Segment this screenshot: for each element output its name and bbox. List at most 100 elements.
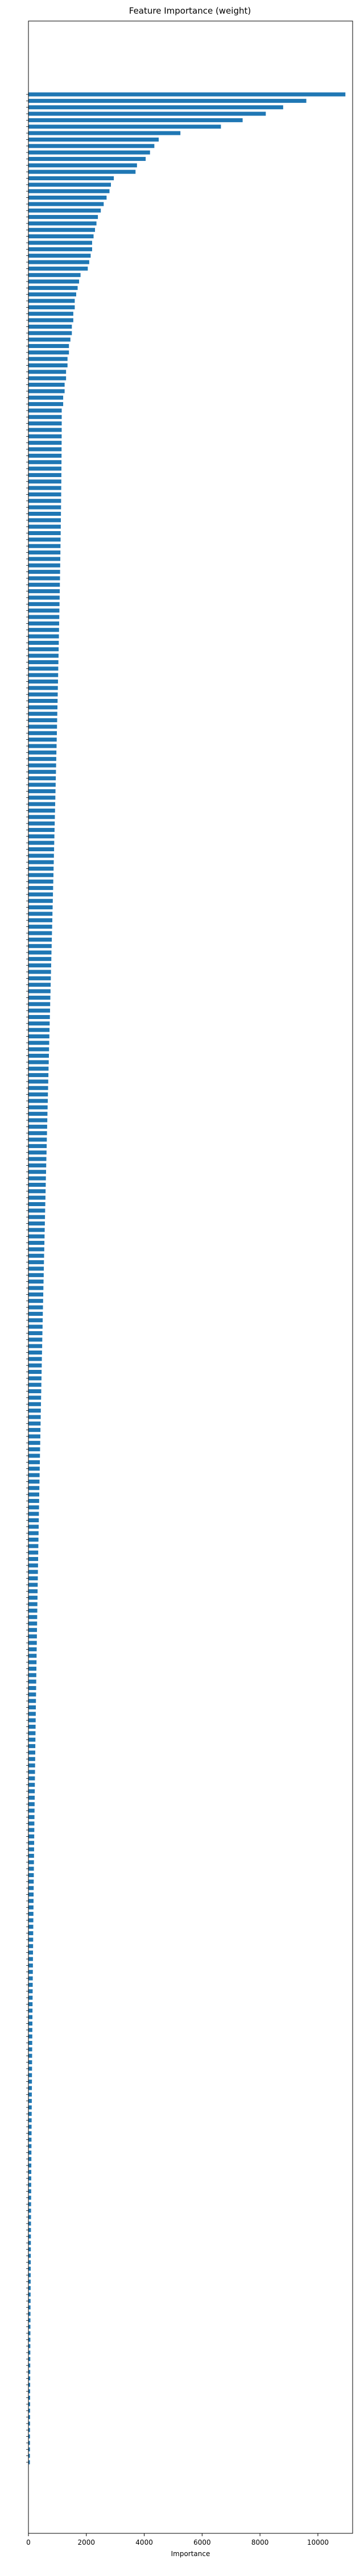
- bar: [28, 1808, 35, 1813]
- bar: [28, 886, 53, 891]
- bar: [28, 2286, 31, 2291]
- bar: [28, 363, 68, 368]
- bar: [28, 460, 62, 465]
- bar: [28, 292, 76, 297]
- bar: [28, 2202, 31, 2206]
- bar: [28, 867, 54, 871]
- x-tick-label: 8000: [251, 2538, 269, 2546]
- bar: [28, 1112, 48, 1116]
- bar: [28, 1912, 34, 1916]
- bar: [28, 918, 52, 922]
- bar: [28, 944, 52, 949]
- bar: [28, 1137, 47, 1142]
- bar: [28, 1725, 36, 1729]
- bar: [28, 1712, 36, 1716]
- bar: [28, 2344, 31, 2349]
- bar: [28, 738, 57, 742]
- bar: [28, 1382, 42, 1387]
- bar: [28, 1079, 48, 1084]
- x-tick-label: 4000: [135, 2538, 153, 2546]
- bar: [28, 1266, 44, 1271]
- bar: [28, 892, 53, 897]
- bar: [28, 1647, 37, 1651]
- bar: [28, 718, 57, 723]
- bar: [28, 1660, 37, 1664]
- x-tick-label: 10000: [307, 2538, 329, 2546]
- bar: [28, 156, 146, 161]
- bar: [28, 2408, 30, 2413]
- bar: [28, 647, 59, 652]
- bar: [28, 2312, 31, 2316]
- bar: [28, 2298, 31, 2303]
- bar: [28, 486, 61, 490]
- bar: [28, 2402, 30, 2407]
- bar: [28, 1937, 34, 1942]
- bar: [28, 1170, 46, 1174]
- bar: [28, 499, 61, 503]
- bar: [28, 1989, 33, 1994]
- bar: [28, 1157, 47, 1161]
- bar: [28, 1737, 36, 1742]
- bar: [28, 189, 110, 193]
- bar: [28, 931, 52, 935]
- bar: [28, 815, 55, 819]
- bar: [28, 1627, 38, 1632]
- bar: [28, 840, 55, 845]
- bar: [28, 634, 59, 639]
- bar: [28, 1421, 41, 1426]
- bar: [28, 137, 159, 142]
- bar: [28, 1569, 38, 1574]
- bar: [28, 1518, 39, 1522]
- bar: [28, 2396, 30, 2400]
- bar: [28, 1479, 40, 1484]
- bar: [28, 879, 53, 884]
- bar: [28, 1228, 45, 1232]
- bar: [28, 1047, 49, 1051]
- bar: [28, 1853, 34, 1858]
- bar: [28, 428, 62, 432]
- bar: [28, 1834, 35, 1838]
- bar: [28, 1486, 40, 1490]
- bar: [28, 2325, 31, 2329]
- bar: [28, 1550, 39, 1555]
- bar: [28, 653, 59, 658]
- bar: [28, 1434, 40, 1439]
- bar: [28, 1021, 50, 1026]
- bar: [28, 2060, 32, 2065]
- bar: [28, 2260, 31, 2264]
- bar: [28, 1447, 40, 1452]
- bar: [28, 2434, 30, 2439]
- bar: [28, 234, 94, 239]
- bar: [28, 1305, 43, 1310]
- bar: [28, 221, 97, 226]
- bar: [28, 324, 72, 329]
- bar: [28, 970, 51, 974]
- bar: [28, 628, 59, 632]
- bar: [28, 473, 61, 477]
- bar: [28, 1182, 46, 1187]
- bar: [28, 660, 59, 664]
- bar: [28, 1763, 35, 1768]
- bar: [28, 2273, 31, 2277]
- bar: [28, 1041, 49, 1045]
- bar: [28, 163, 137, 168]
- bar: [28, 1621, 38, 1626]
- bar: [28, 2356, 31, 2361]
- plot-frame: [28, 20, 353, 2534]
- bar: [28, 776, 56, 781]
- bar: [28, 1054, 49, 1058]
- bar: [28, 557, 61, 561]
- bar: [28, 2370, 31, 2374]
- bar: [28, 1563, 38, 1568]
- bar: [28, 524, 61, 529]
- bar: [28, 111, 266, 116]
- bar: [28, 898, 53, 903]
- bar: [28, 1131, 47, 1136]
- bar: [28, 608, 60, 613]
- bar: [28, 1596, 38, 1600]
- bar: [28, 1783, 35, 1787]
- bar: [28, 1215, 46, 1219]
- bar: [28, 602, 60, 606]
- bar: [28, 686, 58, 690]
- bar: [28, 370, 67, 374]
